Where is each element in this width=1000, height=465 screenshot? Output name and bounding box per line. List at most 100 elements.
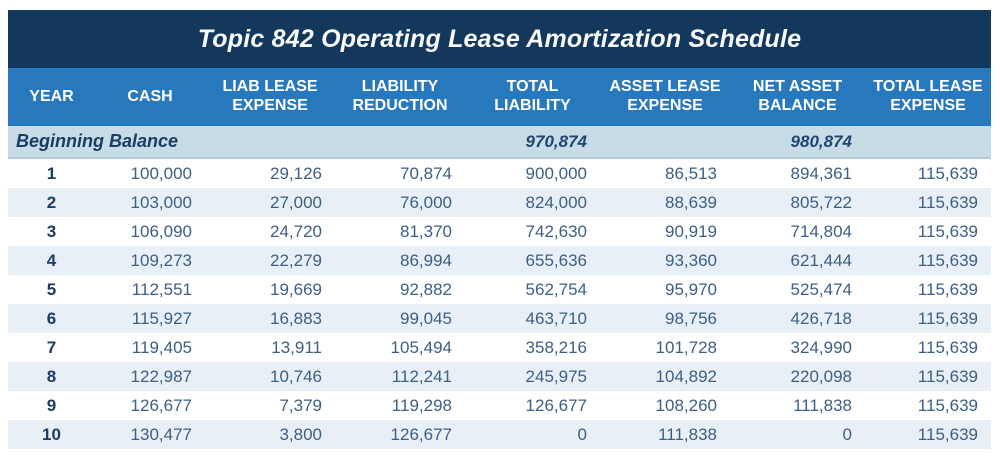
cell-total_lease_expense: 115,639 (917, 221, 978, 241)
cell-total_lease_expense: 115,639 (917, 279, 978, 299)
cell-year: 1 (46, 163, 57, 183)
table-row: 6 115,927 16,883 99,045 463,710 98,756 426,718… (8, 304, 991, 333)
cell-total_lease_expense: 115,639 (917, 163, 978, 183)
cell-net_asset_balance: 324,990 (790, 337, 852, 357)
cell-total_liability: 126,677 (525, 395, 587, 415)
column-header-net_asset_balance: NET ASSET BALANCE (752, 78, 843, 114)
cell-cash: 122,987 (130, 366, 192, 386)
cell-liability_reduction: 99,045 (400, 308, 452, 328)
column-header-liability_reduction: LIABILITY REDUCTION (352, 78, 448, 114)
column-header-total_lease_expense: TOTAL LEASE EXPENSE (873, 78, 983, 114)
cell-cash: 112,551 (131, 279, 192, 299)
cell-year: 6 (46, 308, 57, 328)
cell-year: 9 (46, 395, 57, 415)
beginning-balance-row: Beginning Balance 970,874 980,874 (8, 126, 991, 159)
cell-cash: 103,000 (130, 192, 192, 212)
cell-asset_lease_expense: 86,513 (665, 163, 717, 183)
beginning-balance-net-asset-balance: 980,874 (790, 131, 852, 151)
cell-total_lease_expense: 115,639 (917, 424, 978, 444)
cell-net_asset_balance: 525,474 (790, 279, 852, 299)
cell-asset_lease_expense: 88,639 (665, 192, 717, 212)
cell-total_liability: 463,710 (525, 308, 587, 328)
cell-total_liability: 245,975 (525, 366, 587, 386)
cell-net_asset_balance: 714,804 (790, 221, 852, 241)
cell-liab_lease_expense: 24,720 (270, 221, 322, 241)
cell-total_lease_expense: 115,639 (917, 308, 978, 328)
column-header-liab_lease_expense: LIAB LEASE EXPENSE (222, 78, 318, 114)
cell-liab_lease_expense: 27,000 (270, 192, 322, 212)
table-row: 3 106,090 24,720 81,370 742,630 90,919 714,804… (8, 217, 991, 246)
cell-net_asset_balance: 220,098 (790, 366, 852, 386)
cell-net_asset_balance: 111,838 (793, 395, 852, 415)
cell-asset_lease_expense: 95,970 (665, 279, 717, 299)
cell-total_liability: 655,636 (525, 250, 587, 270)
column-header-asset_lease_expense: ASSET LEASE EXPENSE (609, 78, 721, 114)
cell-liab_lease_expense: 10,746 (270, 366, 322, 386)
cell-liab_lease_expense: 22,279 (270, 250, 322, 270)
cell-liability_reduction: 86,994 (400, 250, 452, 270)
cell-year: 4 (46, 250, 57, 270)
table-title: Topic 842 Operating Lease Amortization S… (197, 24, 802, 53)
cell-net_asset_balance: 0 (842, 424, 852, 444)
cell-total_liability: 0 (577, 424, 587, 444)
cell-net_asset_balance: 621,444 (790, 250, 852, 270)
column-header-year: YEAR (29, 87, 74, 105)
cell-total_lease_expense: 115,639 (917, 366, 978, 386)
cell-cash: 126,677 (130, 395, 192, 415)
beginning-balance-label: Beginning Balance (16, 131, 179, 151)
table-row: 10 130,477 3,800 126,677 0 111,838 0 115,639 (8, 420, 991, 449)
cell-liability_reduction: 76,000 (400, 192, 452, 212)
cell-total_lease_expense: 115,639 (917, 192, 978, 212)
cell-liability_reduction: 70,874 (400, 163, 452, 183)
cell-net_asset_balance: 426,718 (790, 308, 852, 328)
data-rows: 1 100,000 29,126 70,874 900,000 86,513 894,361… (8, 159, 991, 449)
table-row: 9 126,677 7,379 119,298 126,677 108,260 111,83… (8, 391, 991, 420)
cell-total_lease_expense: 115,639 (917, 250, 978, 270)
beginning-balance-total-liability: 970,874 (525, 131, 587, 151)
cell-total_liability: 358,216 (525, 337, 587, 357)
cell-liability_reduction: 119,298 (391, 395, 452, 415)
cell-total_liability: 562,754 (525, 279, 587, 299)
cell-cash: 115,927 (131, 308, 192, 328)
cell-asset_lease_expense: 93,360 (665, 250, 717, 270)
cell-year: 8 (46, 366, 57, 386)
cell-asset_lease_expense: 98,756 (665, 308, 717, 328)
cell-liability_reduction: 112,241 (391, 366, 452, 386)
table-row: 7 119,405 13,911 105,494 358,216 101,728 324,9… (8, 333, 991, 362)
cell-year: 2 (46, 192, 57, 212)
cell-total_liability: 742,630 (525, 221, 587, 241)
cell-net_asset_balance: 894,361 (790, 163, 852, 183)
cell-asset_lease_expense: 90,919 (665, 221, 717, 241)
table-row: 5 112,551 19,669 92,882 562,754 95,970 525,474… (8, 275, 991, 304)
cell-asset_lease_expense: 108,260 (655, 395, 717, 415)
cell-asset_lease_expense: 104,892 (655, 366, 717, 386)
table-row: 4 109,273 22,279 86,994 655,636 93,360 621,444… (8, 246, 991, 275)
column-header-total_liability: TOTAL LIABILITY (494, 78, 571, 114)
cell-liab_lease_expense: 13,911 (271, 337, 322, 357)
cell-liab_lease_expense: 29,126 (270, 163, 322, 183)
cell-liab_lease_expense: 16,883 (270, 308, 322, 328)
cell-year: 5 (46, 279, 57, 299)
cell-total_liability: 824,000 (525, 192, 587, 212)
cell-cash: 130,477 (130, 424, 192, 444)
cell-total_liability: 900,000 (525, 163, 587, 183)
cell-liability_reduction: 126,677 (390, 424, 452, 444)
cell-cash: 119,405 (131, 337, 192, 357)
table-row: 1 100,000 29,126 70,874 900,000 86,513 894,361… (8, 159, 991, 188)
table-row: 8 122,987 10,746 112,241 245,975 104,892 220,0… (8, 362, 991, 391)
cell-year: 3 (46, 221, 57, 241)
cell-liab_lease_expense: 19,669 (270, 279, 322, 299)
cell-liab_lease_expense: 7,379 (279, 395, 322, 415)
cell-liability_reduction: 81,370 (400, 221, 452, 241)
cell-liability_reduction: 105,494 (390, 337, 452, 357)
cell-year: 10 (42, 424, 61, 444)
cell-asset_lease_expense: 101,728 (655, 337, 717, 357)
table-row: 2 103,000 27,000 76,000 824,000 88,639 805,722… (8, 188, 991, 217)
cell-year: 7 (46, 337, 57, 357)
cell-cash: 109,273 (130, 250, 192, 270)
cell-cash: 106,090 (130, 221, 192, 241)
cell-liability_reduction: 92,882 (400, 279, 452, 299)
cell-total_lease_expense: 115,639 (917, 395, 978, 415)
table-title-bar: Topic 842 Operating Lease Amortization S… (8, 10, 991, 68)
cell-liab_lease_expense: 3,800 (279, 424, 322, 444)
